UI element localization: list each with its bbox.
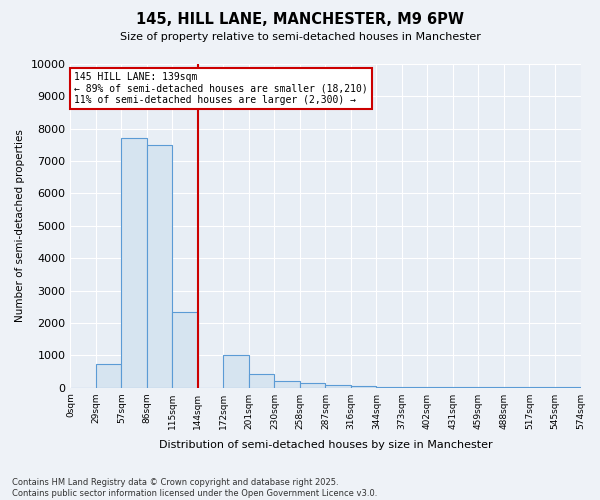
X-axis label: Distribution of semi-detached houses by size in Manchester: Distribution of semi-detached houses by … — [158, 440, 492, 450]
Bar — [325, 384, 351, 388]
Bar — [96, 364, 121, 388]
Y-axis label: Number of semi-detached properties: Number of semi-detached properties — [15, 130, 25, 322]
Bar — [121, 138, 147, 388]
Text: 145, HILL LANE, MANCHESTER, M9 6PW: 145, HILL LANE, MANCHESTER, M9 6PW — [136, 12, 464, 28]
Bar — [172, 312, 198, 388]
Bar — [223, 356, 249, 388]
Bar — [351, 386, 376, 388]
Bar — [147, 145, 172, 388]
Text: 145 HILL LANE: 139sqm
← 89% of semi-detached houses are smaller (18,210)
11% of : 145 HILL LANE: 139sqm ← 89% of semi-deta… — [74, 72, 368, 106]
Bar — [249, 374, 274, 388]
Bar — [274, 381, 300, 388]
Bar — [300, 384, 325, 388]
Bar — [402, 387, 427, 388]
Text: Contains HM Land Registry data © Crown copyright and database right 2025.
Contai: Contains HM Land Registry data © Crown c… — [12, 478, 377, 498]
Bar — [376, 386, 402, 388]
Text: Size of property relative to semi-detached houses in Manchester: Size of property relative to semi-detach… — [119, 32, 481, 42]
